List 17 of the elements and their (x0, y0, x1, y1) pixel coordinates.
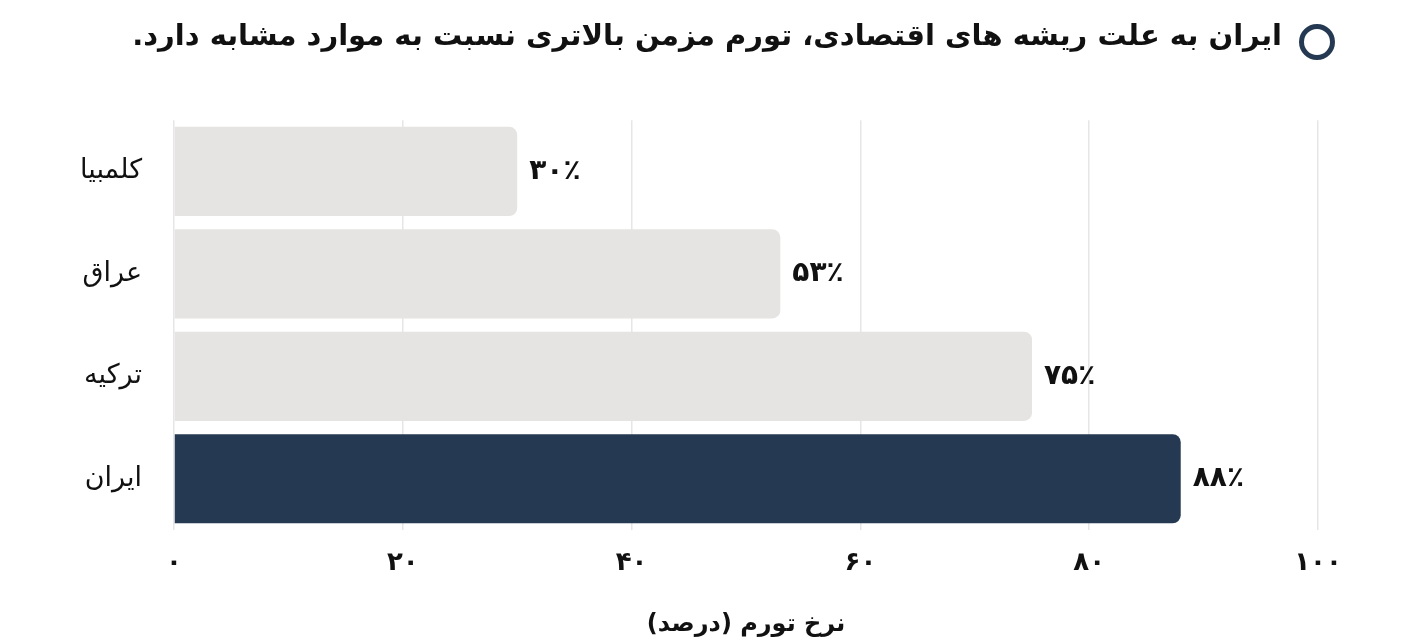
y-tick-label: ترکیه (84, 358, 142, 391)
x-tick-label: ۶۰ (844, 546, 877, 577)
x-tick-label: ۰ (166, 546, 182, 577)
bar (174, 434, 1181, 524)
y-tick-label: ایران (84, 460, 142, 493)
data-label: ۵۳٪ (792, 255, 844, 289)
data-label: ۸۸٪ (1192, 460, 1244, 494)
x-tick-label: ۲۰ (386, 546, 419, 577)
y-tick-label: کلمبیا (80, 153, 143, 185)
chart-title: ایران به علت ریشه های اقتصادی، تورم مزمن بالاتری نسبت به موارد مشابه دارد. (132, 18, 1282, 52)
data-label: ۷۵٪ (1044, 357, 1096, 391)
x-tick-label: ۸۰ (1073, 546, 1106, 577)
x-axis-title: نرخ تورم (درصد) (646, 608, 846, 637)
data-label: ۳۰٪ (529, 152, 581, 186)
x-tick-label: ۱۰۰ (1294, 546, 1342, 577)
y-tick-label: عراق (82, 255, 142, 288)
x-tick-label: ۴۰ (615, 546, 648, 577)
